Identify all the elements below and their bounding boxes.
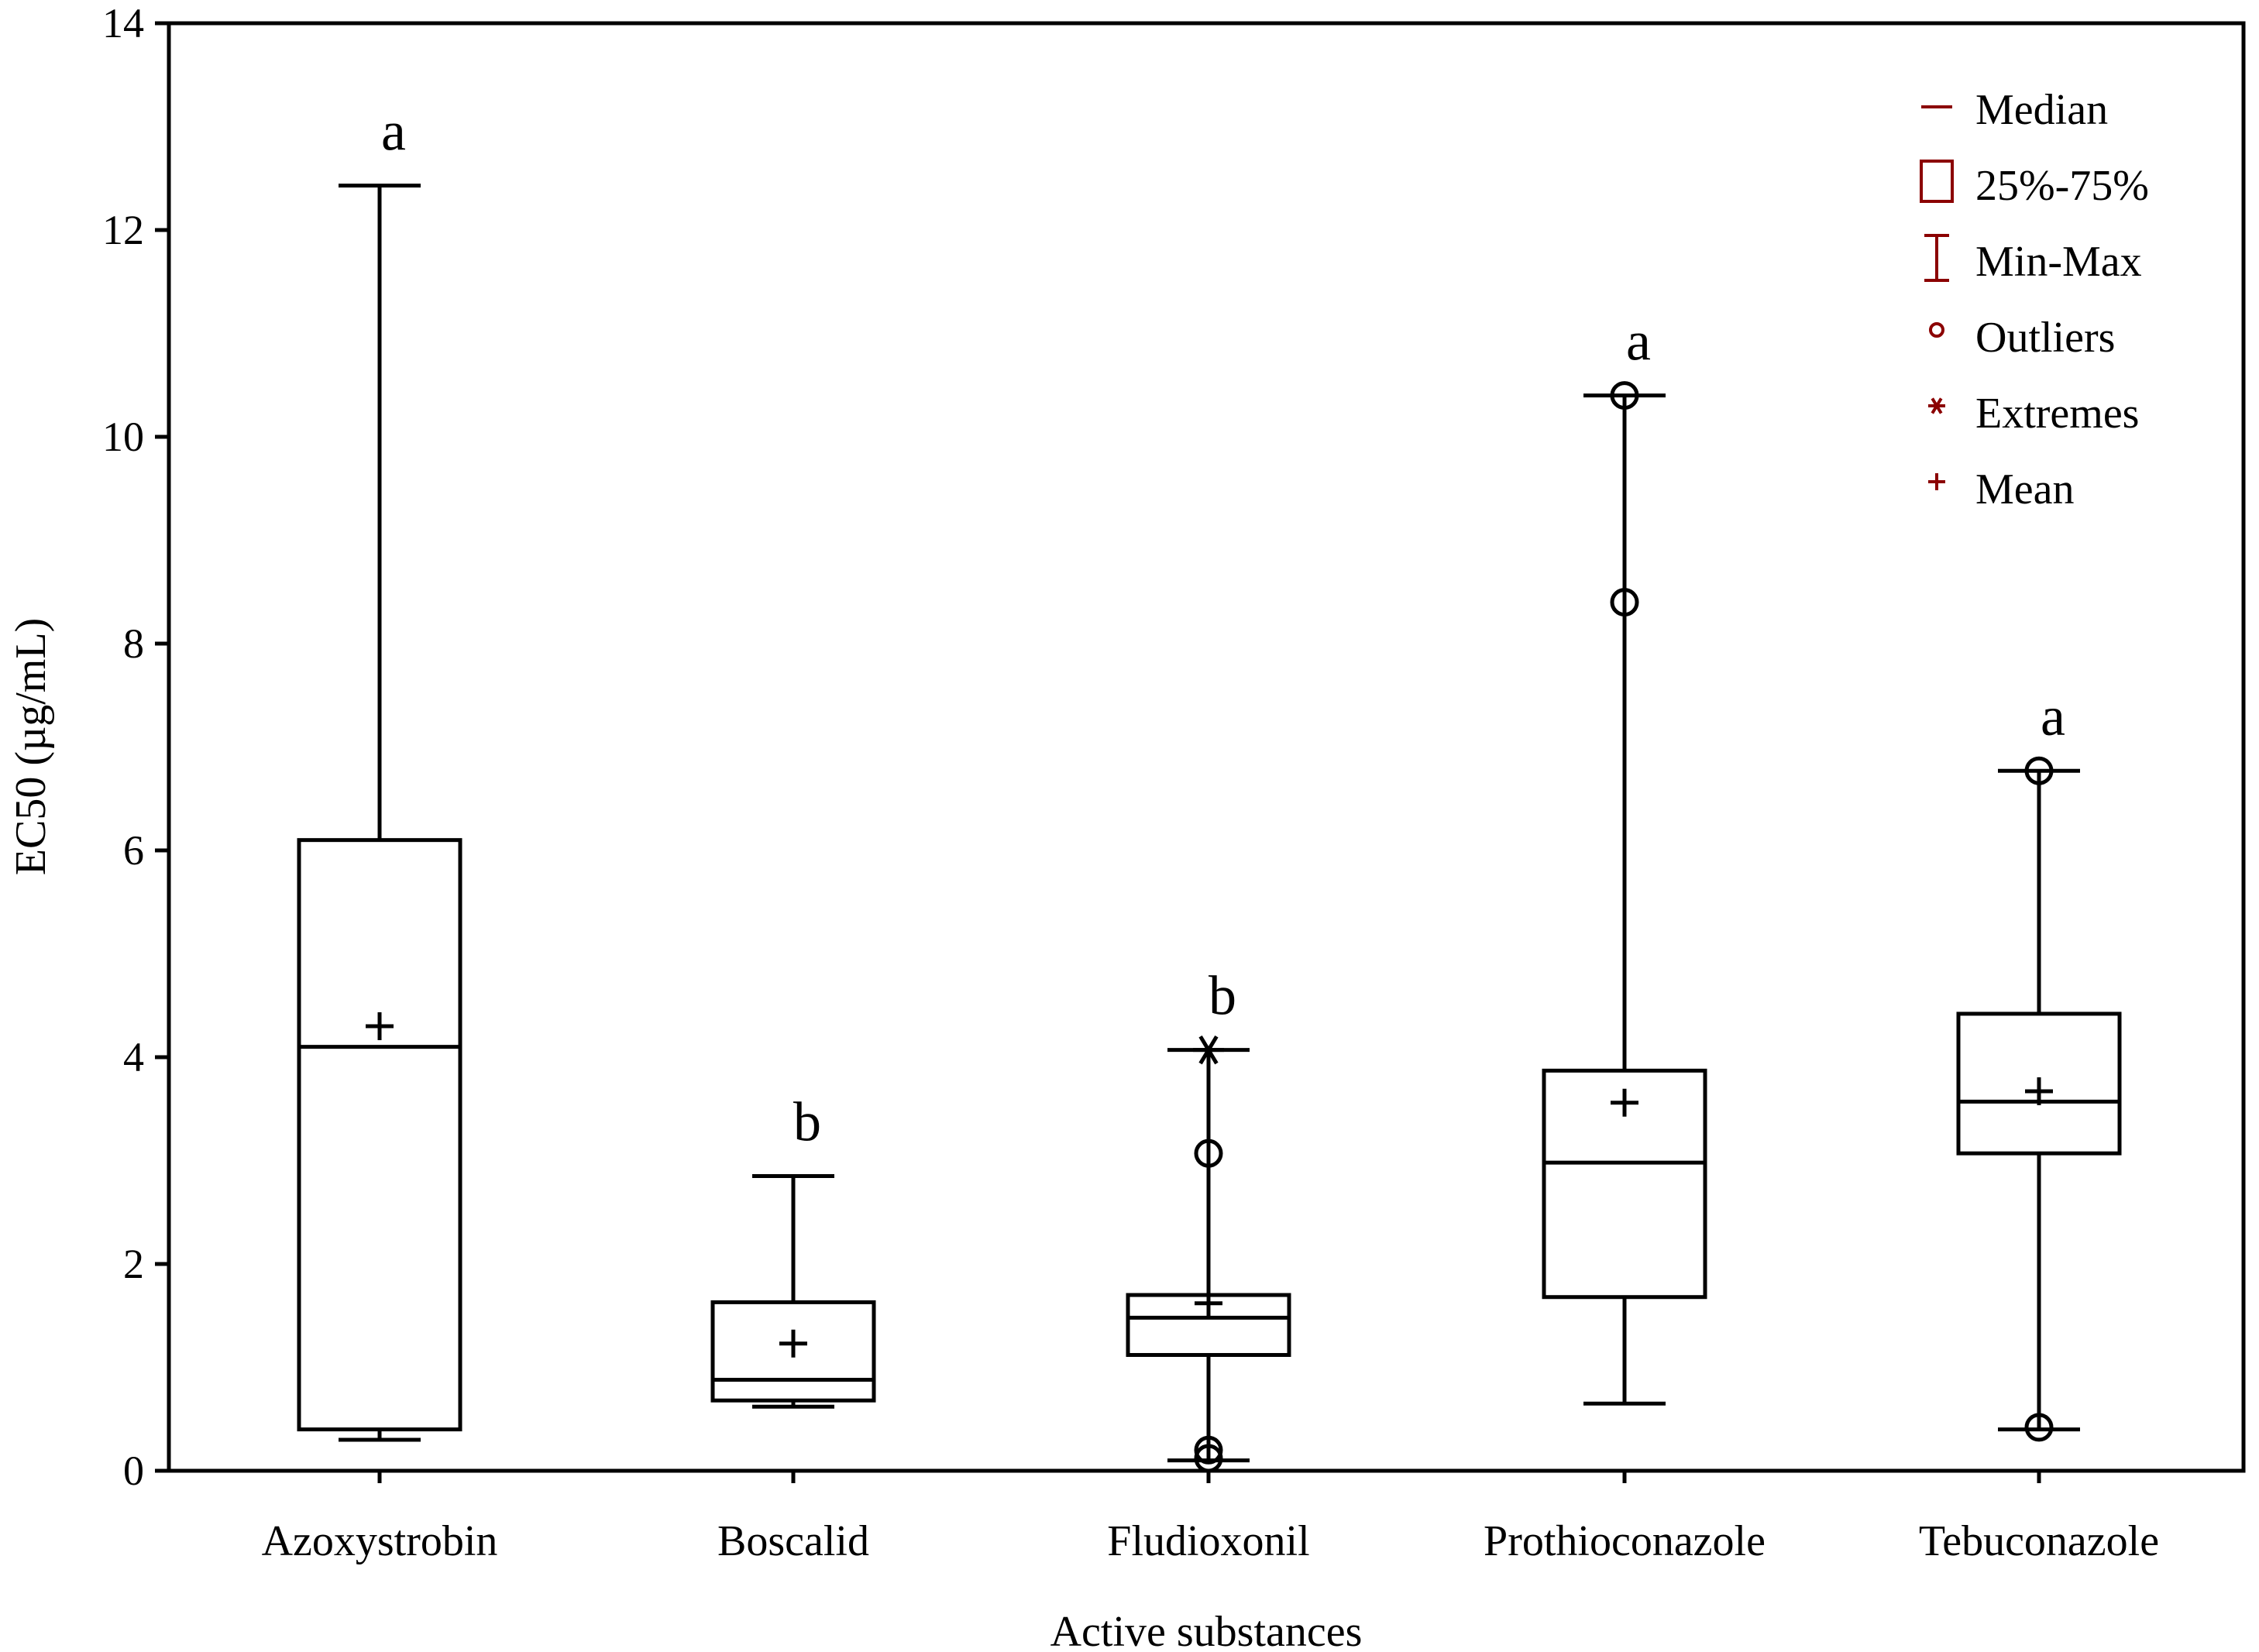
legend-box-symbol <box>1920 160 1954 203</box>
iqr-box <box>297 838 462 1432</box>
legend-item: Mean <box>1928 465 2075 513</box>
box-group <box>297 184 462 1442</box>
x-tick-label: Prothioconazole <box>1484 1517 1766 1565</box>
outlier-point <box>1194 1435 1223 1465</box>
box-group <box>1542 381 1707 1406</box>
y-tick-label: 0 <box>123 1448 144 1494</box>
y-tick-label: 4 <box>123 1034 144 1080</box>
legend-extreme-symbol <box>1928 397 1945 414</box>
y-axis: 0 2 4 6 8 10 12 14 <box>102 0 169 1494</box>
boxes <box>297 184 2122 1473</box>
y-tick-label: 12 <box>102 207 144 253</box>
mean-marker <box>779 1329 807 1358</box>
legend-item: Outliers <box>1929 314 2115 362</box>
mean-marker <box>1195 1289 1222 1317</box>
x-tick-label: Fludioxonil <box>1107 1517 1309 1565</box>
x-tick-label: Tebuconazole <box>1919 1517 2159 1565</box>
extreme-point <box>1193 1035 1224 1065</box>
legend-label: Extremes <box>1975 390 2139 438</box>
outlier-point <box>2024 756 2054 785</box>
significance-letter: b <box>793 1091 821 1153</box>
significance-letter: a <box>2041 685 2065 747</box>
x-axis-title: Active substances <box>1050 1608 1363 1652</box>
y-tick-label: 8 <box>123 620 144 667</box>
iqr-box <box>710 1300 876 1403</box>
y-axis-title: EC50 (µg/mL) <box>7 618 55 875</box>
box-group <box>710 1174 876 1409</box>
x-tick-label: Azoxystrobin <box>262 1517 498 1565</box>
significance-letter: a <box>1626 311 1651 373</box>
legend-label: Outliers <box>1975 314 2115 362</box>
legend-mean-symbol <box>1928 473 1945 490</box>
x-axis: Azoxystrobin Boscalid Fludioxonil Prothioco… <box>262 1471 2159 1565</box>
legend-label: 25%-75% <box>1975 162 2149 210</box>
legend-item: Min-Max <box>1924 234 2142 286</box>
mean-marker <box>366 1011 394 1040</box>
x-tick-label: Boscalid <box>717 1517 869 1565</box>
legend-item: Extremes <box>1928 390 2139 438</box>
legend-item: 25%-75% <box>1920 160 2149 210</box>
y-tick-label: 14 <box>102 0 144 46</box>
legend-item: Median <box>1921 86 2108 134</box>
y-tick-label: 2 <box>123 1241 144 1287</box>
legend-label: Mean <box>1975 465 2075 513</box>
significance-letters: a b b a a <box>381 101 2065 1153</box>
outlier-point <box>2024 1413 2054 1442</box>
outlier-point <box>1194 1444 1223 1473</box>
outlier-point <box>1610 588 1639 617</box>
plot-frame <box>167 21 2246 1473</box>
mean-marker <box>2025 1077 2053 1106</box>
iqr-box <box>1542 1068 1707 1300</box>
iqr-box <box>1956 1011 2122 1156</box>
outlier-point <box>1610 381 1639 410</box>
mean-marker <box>1611 1088 1638 1117</box>
box-group <box>1126 1035 1291 1473</box>
y-tick-label: 6 <box>123 827 144 874</box>
box-group <box>1956 756 2122 1442</box>
legend-label: Min-Max <box>1975 238 2142 286</box>
y-tick-label: 10 <box>102 414 144 460</box>
significance-letter: a <box>381 101 406 163</box>
legend: Median 25%-75% Min-Max Outliers Extremes Mean <box>1920 86 2149 513</box>
outlier-point <box>1194 1139 1223 1168</box>
significance-letter: b <box>1209 965 1236 1027</box>
legend-outlier-symbol <box>1929 322 1944 338</box>
legend-whisker-symbol <box>1924 234 1949 282</box>
legend-label: Median <box>1975 86 2108 134</box>
